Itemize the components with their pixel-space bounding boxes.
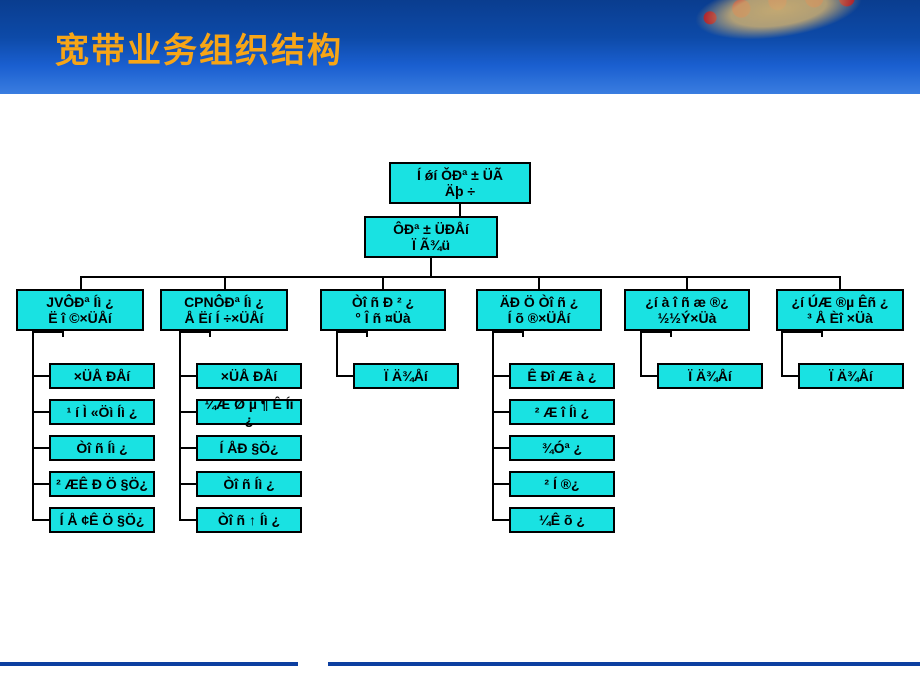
footer-accent-line [328,662,920,666]
org-node-sub: ÔÐª ± ÜÐÅí Ï Ã¾ü [364,216,498,258]
connector [336,331,338,376]
org-node-b2: CPNÔÐª Íì ¿ Å Ëí Í ÷×ÜÅí [160,289,288,331]
org-node-b6: ¿í ÚÆ ®µ Êñ ¿ ³ Å Èî ×Üà [776,289,904,331]
connector [179,411,196,413]
connector [492,483,509,485]
connector [640,375,657,377]
org-node-root: Í ǿí ǑÐª ± ÜÃ Äþ ÷ [389,162,531,204]
org-node-b4c3: ¾Óª ¿ [509,435,615,461]
org-node-b4c4: ² Í ®¿ [509,471,615,497]
connector [209,331,211,337]
connector [492,331,494,520]
connector [522,331,524,337]
org-node-b2c4: Òî ñ Íì ¿ [196,471,302,497]
connector [492,375,509,377]
org-node-b4c5: ¼Ê õ ¿ [509,507,615,533]
org-node-b2c3: Í ÅÐ §Ö¿ [196,435,302,461]
org-node-b6c1: Ï Ä¾Åí [798,363,904,389]
connector [80,276,840,278]
slide-header: 宽带业务组织结构 [0,0,920,94]
org-node-b5: ¿í à î ñ æ ®¿ ½½Ý×Üà [624,289,750,331]
org-node-b2c5: Òî ñ ↑ Íì ¿ [196,507,302,533]
connector [32,519,49,521]
org-node-b1c4: ² ÆÊ Ð Ö §Ö¿ [49,471,155,497]
connector [459,204,461,216]
connector [179,447,196,449]
connector [492,447,509,449]
org-node-b4c1: Ê Ðî Æ à ¿ [509,363,615,389]
org-node-b2c2: ¼Æ Ø µ ¶ Ê Íì ¿ [196,399,302,425]
connector [32,483,49,485]
org-node-b3: Òî ñ Ð ² ¿ ° Î ñ ¤Üà [320,289,446,331]
connector [179,331,181,520]
connector [32,331,64,333]
connector [179,519,196,521]
connector [640,331,642,376]
connector [492,411,509,413]
connector [32,411,49,413]
org-node-b3c1: Ï Ä¾Åí [353,363,459,389]
connector [670,331,672,337]
connector [179,331,211,333]
org-node-b1c3: Òî ñ Íì ¿ [49,435,155,461]
connector [179,483,196,485]
connector [430,276,432,278]
connector [336,375,353,377]
connector [430,258,432,276]
connector [781,331,823,333]
connector [224,276,226,289]
connector [179,375,196,377]
connector [839,276,841,289]
org-node-b1c1: ×ÜÅ ÐÅí [49,363,155,389]
connector [80,276,82,289]
connector [686,276,688,289]
connector [336,331,368,333]
connector [538,276,540,289]
connector [32,331,34,520]
org-node-b5c1: Ï Ä¾Åí [657,363,763,389]
connector [32,375,49,377]
org-chart: Í ǿí ǑÐª ± ÜÃ Äþ ÷ ÔÐª ± ÜÐÅí Ï Ã¾ü JVÔÐª … [0,94,920,650]
footer-accent-line [0,662,298,666]
connector [32,447,49,449]
connector [382,276,384,289]
org-node-b1c2: ¹ í Ì «Öì Íì ¿ [49,399,155,425]
connector [492,519,509,521]
slide-title: 宽带业务组织结构 [55,23,343,72]
connector [640,331,672,333]
connector [821,331,823,337]
org-node-b1: JVÔÐª Íì ¿ Ë î ©×ÜÅí [16,289,144,331]
connector [781,375,798,377]
org-node-b2c1: ×ÜÅ ÐÅí [196,363,302,389]
org-node-b4c2: ² Æ î Íì ¿ [509,399,615,425]
connector [366,331,368,337]
org-node-b1c5: Í Å ¢Ê Ö §Ö¿ [49,507,155,533]
connector [781,331,783,376]
connector [492,331,524,333]
org-node-b4: ÄÐ Ö Òî ñ ¿ Í õ ®×ÜÅí [476,289,602,331]
connector [62,331,64,337]
